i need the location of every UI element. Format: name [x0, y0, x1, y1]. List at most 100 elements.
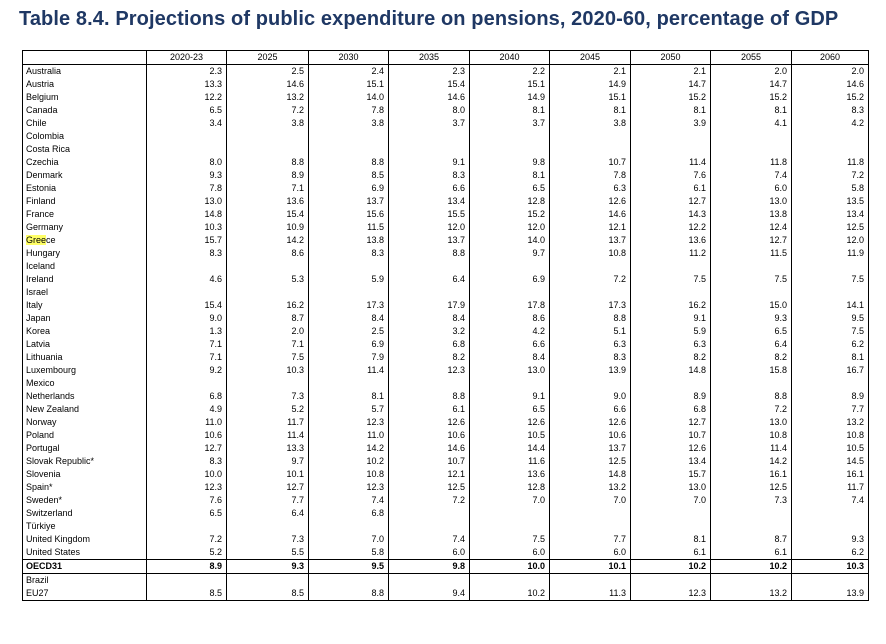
country-name: New Zealand: [22, 403, 147, 416]
value-cell: [710, 377, 792, 390]
value-cell: [469, 260, 550, 273]
country-name: Norway: [22, 416, 147, 429]
country-name: Austria: [22, 78, 147, 91]
value-cell: 8.5: [308, 169, 389, 182]
value-cell: 14.2: [710, 455, 792, 468]
value-cell: [308, 573, 389, 587]
table-row: Denmark 9.3 8.9 8.5 8.3 8.1 7.8 7.6 7.4 7.2: [22, 169, 869, 182]
country-name: Italy: [22, 299, 147, 312]
country-name: Mexico: [22, 377, 147, 390]
value-cell: [146, 130, 227, 143]
table-row: Türkiye: [22, 520, 869, 533]
value-cell: 6.1: [630, 546, 711, 560]
value-cell: 2.1: [630, 64, 711, 78]
value-cell: 8.2: [388, 351, 470, 364]
value-cell: 7.8: [146, 182, 227, 195]
value-cell: 11.5: [710, 247, 792, 260]
value-cell: 14.8: [549, 468, 631, 481]
column-header: 2055: [710, 50, 792, 65]
value-cell: 12.3: [308, 416, 389, 429]
table-row: Iceland: [22, 260, 869, 273]
value-cell: 6.5: [146, 507, 227, 520]
value-cell: 8.9: [791, 390, 869, 403]
value-cell: [710, 573, 792, 587]
table-row: Japan 9.0 8.7 8.4 8.4 8.6 8.8 9.1 9.3 9.5: [22, 312, 869, 325]
value-cell: 13.0: [710, 416, 792, 429]
value-cell: [630, 260, 711, 273]
value-cell: 15.5: [388, 208, 470, 221]
country-name: Spain*: [22, 481, 147, 494]
value-cell: 14.7: [710, 78, 792, 91]
value-cell: 9.1: [388, 156, 470, 169]
value-cell: 12.6: [549, 195, 631, 208]
value-cell: 16.1: [710, 468, 792, 481]
value-cell: 13.4: [388, 195, 470, 208]
country-name: Sweden*: [22, 494, 147, 507]
table-row: Portugal 12.7 13.3 14.2 14.6 14.4 13.7 12.6 11.4…: [22, 442, 869, 455]
value-cell: 8.3: [549, 351, 631, 364]
value-cell: 17.3: [308, 299, 389, 312]
table-row: Poland 10.6 11.4 11.0 10.6 10.5 10.6 10.7 10.8 10…: [22, 429, 869, 442]
value-cell: [469, 573, 550, 587]
table-row: Mexico: [22, 377, 869, 390]
value-cell: 8.2: [630, 351, 711, 364]
value-cell: 7.1: [146, 338, 227, 351]
value-cell: 5.5: [226, 546, 309, 560]
value-cell: 7.1: [226, 338, 309, 351]
value-cell: 10.2: [630, 559, 711, 574]
value-cell: [630, 377, 711, 390]
value-cell: 8.1: [469, 169, 550, 182]
value-cell: [226, 286, 309, 299]
value-cell: 8.6: [469, 312, 550, 325]
value-cell: 12.7: [710, 234, 792, 247]
value-cell: 12.2: [146, 91, 227, 104]
value-cell: 10.5: [469, 429, 550, 442]
value-cell: 13.7: [549, 442, 631, 455]
value-cell: 2.5: [226, 64, 309, 78]
value-cell: 10.6: [146, 429, 227, 442]
value-cell: 13.0: [710, 195, 792, 208]
value-cell: 4.2: [791, 117, 869, 130]
country-name: EU27: [22, 587, 147, 601]
header-country: [22, 50, 147, 65]
country-name: Estonia: [22, 182, 147, 195]
country-name: Latvia: [22, 338, 147, 351]
value-cell: 7.2: [226, 104, 309, 117]
value-cell: 5.9: [630, 325, 711, 338]
value-cell: 11.4: [710, 442, 792, 455]
value-cell: 7.5: [791, 325, 869, 338]
value-cell: 8.1: [630, 533, 711, 546]
value-cell: 10.6: [549, 429, 631, 442]
value-cell: 9.3: [146, 169, 227, 182]
value-cell: [226, 130, 309, 143]
value-cell: 11.9: [791, 247, 869, 260]
country-name: Brazil: [22, 573, 147, 587]
value-cell: 15.4: [146, 299, 227, 312]
country-name: Ireland: [22, 273, 147, 286]
value-cell: 7.3: [226, 533, 309, 546]
value-cell: 14.6: [388, 442, 470, 455]
country-name: Korea: [22, 325, 147, 338]
value-cell: 10.0: [146, 468, 227, 481]
value-cell: [226, 143, 309, 156]
value-cell: 15.1: [308, 78, 389, 91]
value-cell: 6.1: [388, 403, 470, 416]
value-cell: 8.0: [388, 104, 470, 117]
value-cell: [388, 260, 470, 273]
table-row: Finland 13.0 13.6 13.7 13.4 12.8 12.6 12.7 13.0 1…: [22, 195, 869, 208]
value-cell: 10.3: [226, 364, 309, 377]
value-cell: [549, 260, 631, 273]
value-cell: 13.3: [146, 78, 227, 91]
country-name: Israel: [22, 286, 147, 299]
value-cell: 10.2: [308, 455, 389, 468]
country-name: Poland: [22, 429, 147, 442]
value-cell: 13.0: [630, 481, 711, 494]
value-cell: [388, 130, 470, 143]
column-header: 2040: [469, 50, 550, 65]
value-cell: 7.1: [146, 351, 227, 364]
value-cell: 10.8: [549, 247, 631, 260]
value-cell: 7.7: [549, 533, 631, 546]
value-cell: [549, 377, 631, 390]
value-cell: 12.5: [549, 455, 631, 468]
country-name: Switzerland: [22, 507, 147, 520]
